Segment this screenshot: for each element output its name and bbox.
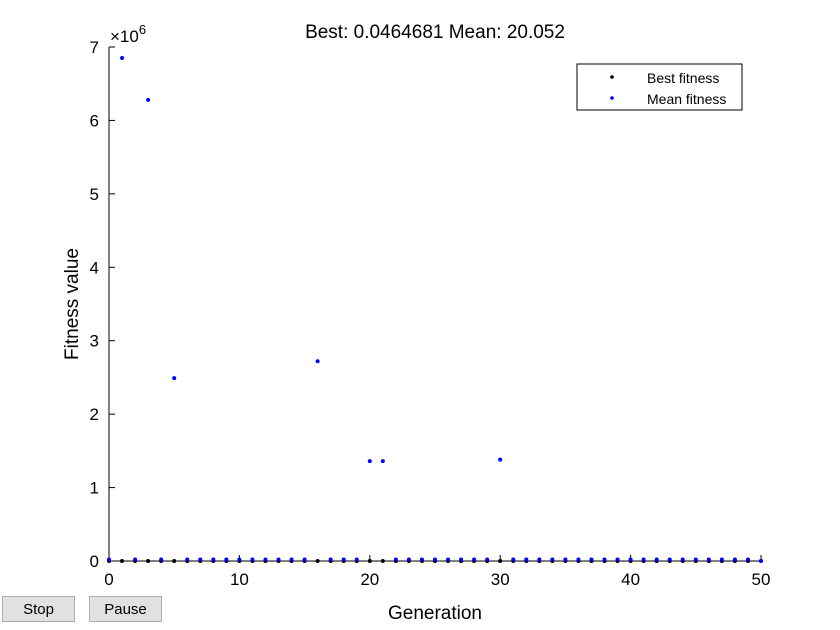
mean-fitness-point [759,558,763,563]
mean-fitness-point [602,557,607,562]
mean-fitness-point [380,459,385,464]
mean-fitness-point [107,557,111,562]
best-fitness-point [315,559,320,563]
x-axis-label: Generation [388,603,482,624]
y-tick-label: 0 [90,552,99,571]
mean-fitness-point [563,557,568,562]
mean-fitness-point [419,557,424,562]
x-tick-label: 40 [621,570,640,589]
mean-fitness-point [367,459,372,464]
mean-fitness-point [289,557,294,562]
mean-fitness-point [354,557,359,562]
best-fitness-point [172,559,177,563]
legend-label-mean: Mean fitness [647,91,726,107]
mean-fitness-point [654,557,659,562]
mean-fitness-point [185,557,190,562]
y-tick-label: 4 [90,258,99,277]
mean-fitness-point [146,97,151,102]
x-tick-label: 20 [360,570,379,589]
mean-fitness-point [328,557,333,562]
mean-fitness-point [472,557,477,562]
chart-title: Best: 0.0464681 Mean: 20.052 [305,22,565,43]
y-exponent-power: 6 [139,22,146,37]
mean-fitness-point [276,557,281,562]
best-fitness-point [367,559,372,563]
mean-fitness-point [237,557,242,562]
mean-fitness-point [550,557,555,562]
y-exponent-base: ×10 [110,27,139,46]
best-fitness-point [380,559,385,563]
mean-fitness-point [498,457,503,462]
legend-box [576,63,743,111]
pause-button[interactable]: Pause [89,596,162,622]
x-tick-label: 50 [752,570,771,589]
mean-fitness-point [693,557,698,562]
mean-fitness-point [120,56,125,61]
mean-fitness-point [406,557,411,562]
mean-fitness-point [315,359,320,364]
y-tick-label: 7 [90,38,99,57]
mean-fitness-point [524,557,529,562]
mean-fitness-point [250,557,255,562]
mean-fitness-point [732,557,737,562]
mean-fitness-point [459,557,464,562]
mean-fitness-point [745,557,750,562]
y-tick-label: 3 [90,332,99,351]
legend-label-best: Best fitness [647,70,719,86]
y-tick-label: 1 [90,479,99,498]
mean-fitness-point [133,557,138,562]
mean-fitness-point [341,557,346,562]
stop-button[interactable]: Stop [2,596,75,622]
legend-marker-best [610,75,614,79]
best-fitness-point [146,559,151,563]
x-tick-label: 30 [491,570,510,589]
axes: 0 10 20 30 40 50 0 1 2 3 4 5 6 7 [90,38,771,589]
mean-fitness-point [433,557,437,562]
mean-fitness-point [511,557,516,562]
legend: Best fitness Mean fitness [576,63,743,111]
mean-fitness-point [198,557,203,562]
legend-marker-mean [610,96,614,100]
mean-fitness-point [576,557,581,562]
best-fitness-point [120,559,125,563]
mean-fitness-point [680,557,685,562]
mean-fitness-point [667,557,672,562]
mean-fitness-point [628,557,633,562]
mean-fitness-point [172,376,177,381]
y-tick-label: 5 [90,185,99,204]
mean-fitness-point [224,557,229,562]
mean-fitness-point [615,557,620,562]
mean-fitness-point [719,557,724,562]
y-axis-label: Fitness value [62,248,83,360]
mean-fitness-point [589,557,594,562]
mean-fitness-point [706,557,711,562]
mean-fitness-point [446,557,451,562]
y-exponent-label: ×106 [110,22,146,46]
mean-fitness-point [537,557,542,562]
best-fitness-point [498,559,503,563]
mean-fitness-point [485,557,490,562]
mean-fitness-point [302,557,307,562]
x-tick-label: 0 [104,570,113,589]
mean-fitness-point [159,557,164,562]
mean-fitness-point [211,557,216,562]
data-points [107,56,763,563]
mean-fitness-point [641,557,646,562]
x-tick-label: 10 [230,570,249,589]
y-tick-label: 2 [90,405,99,424]
y-tick-label: 6 [90,111,99,130]
mean-fitness-point [393,557,398,562]
mean-fitness-point [263,557,268,562]
